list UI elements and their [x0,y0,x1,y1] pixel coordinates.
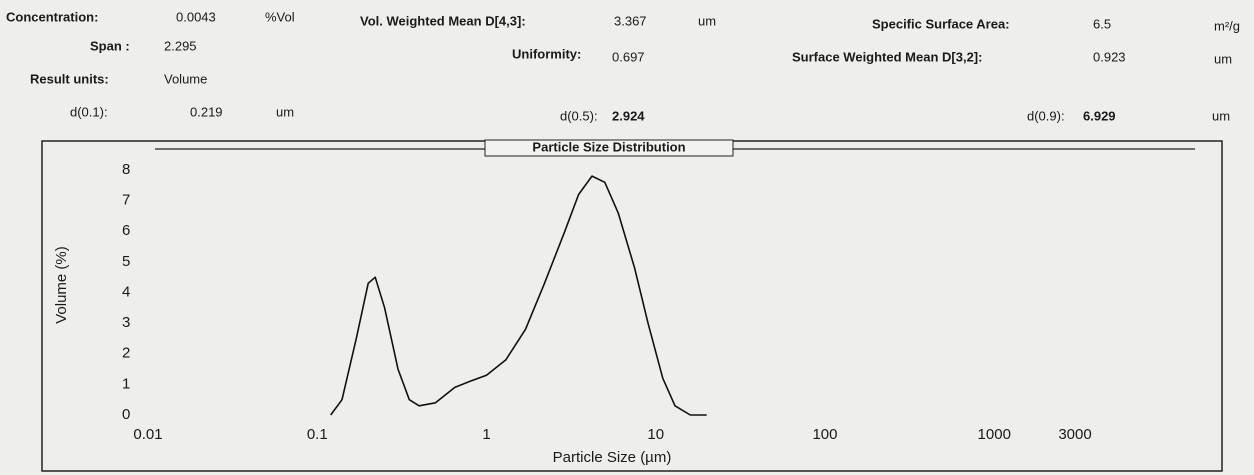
y-tick-label: 0 [122,406,130,423]
field-value: 0.219 [190,104,223,119]
y-tick-label: 6 [122,222,130,239]
field-value: 6.929 [1083,108,1116,123]
field-value: 0.923 [1093,49,1126,64]
y-tick-label: 8 [122,161,130,178]
field-unit: m²/g [1214,18,1240,33]
field-value: 2.295 [164,38,197,53]
y-axis-label: Volume (%) [53,246,70,324]
field-value: 6.5 [1093,16,1111,31]
field-value: 0.697 [612,49,645,64]
field-unit: um [276,104,294,119]
field-label: Vol. Weighted Mean D[4,3]: [360,13,526,28]
y-tick-label: 7 [122,192,130,209]
x-tick-label: 0.01 [133,426,162,443]
field-label: d(0.1): [70,104,108,119]
y-tick-label: 5 [122,253,130,270]
field-value: 0.0043 [176,9,216,24]
title-box [484,139,734,157]
field-unit: um [698,13,716,28]
y-tick-label: 2 [122,345,130,362]
field-label: Specific Surface Area: [872,16,1010,31]
field-unit: um [1212,108,1230,123]
field-value: 2.924 [612,108,645,123]
chart-title: Particle Size Distribution [532,139,685,154]
field-value: Volume [164,71,207,86]
x-tick-label: 0.1 [307,426,328,443]
x-tick-label: 100 [812,426,837,443]
field-unit: um [1214,51,1232,66]
field-label: Uniformity: [512,46,581,61]
x-axis-label: Particle Size (µm) [553,449,672,466]
field-label: Result units: [30,71,109,86]
field-label: Concentration: [6,9,98,24]
x-tick-label: 1 [482,426,490,443]
x-tick-label: 3000 [1058,426,1091,443]
x-tick-label: 1000 [978,426,1011,443]
field-label: Surface Weighted Mean D[3,2]: [792,49,982,64]
field-label: Span : [90,38,130,53]
y-tick-label: 1 [122,375,130,392]
field-value: 3.367 [614,13,647,28]
field-label: d(0.5): [560,108,598,123]
x-tick-label: 10 [647,426,664,443]
series-line [330,175,707,416]
field-unit: %Vol [265,9,295,24]
y-tick-label: 4 [122,283,130,300]
field-label: d(0.9): [1027,108,1065,123]
y-tick-label: 3 [122,314,130,331]
